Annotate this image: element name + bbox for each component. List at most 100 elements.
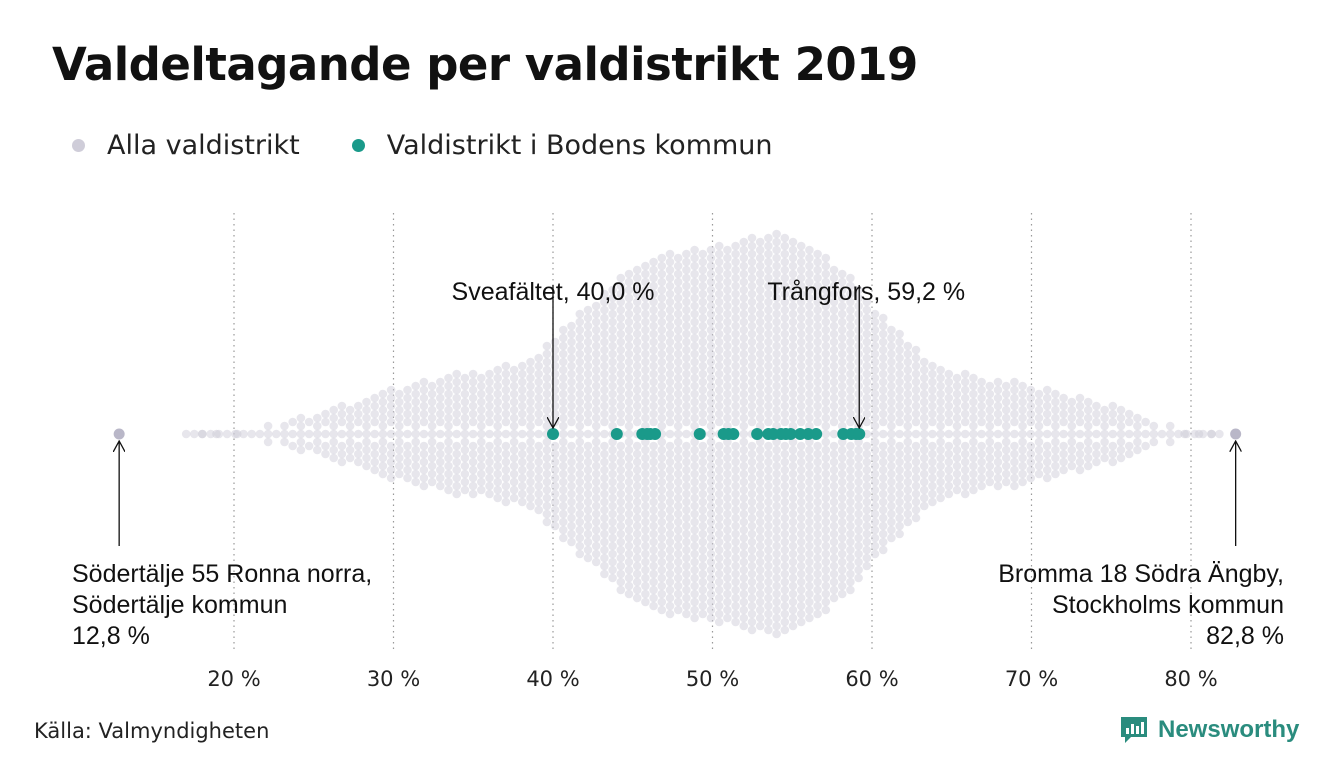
district-dot (993, 465, 1003, 475)
district-dot (788, 477, 798, 487)
district-dot (764, 569, 773, 579)
district-dot (698, 329, 708, 339)
district-dot (567, 337, 576, 347)
district-dot (952, 373, 962, 383)
district-dot (690, 373, 699, 383)
district-dot (419, 473, 429, 483)
district-dot (1083, 405, 1093, 415)
district-dot (591, 421, 601, 431)
district-dot (485, 409, 494, 419)
district-dot (723, 453, 732, 463)
district-dot (870, 501, 880, 511)
district-dot (837, 501, 847, 511)
district-dot (1018, 421, 1027, 431)
district-dot (673, 389, 683, 399)
district-dot (805, 357, 814, 367)
district-dot (673, 413, 683, 423)
district-dot (575, 469, 585, 479)
district-dot (641, 485, 650, 495)
district-dot (796, 465, 806, 475)
district-dot (575, 365, 585, 375)
district-dot (764, 257, 773, 267)
district-dot (591, 541, 601, 551)
district-dot (805, 325, 814, 335)
district-dot (772, 589, 781, 599)
district-dot (952, 429, 962, 439)
district-dot (764, 305, 773, 315)
district-dot (829, 537, 839, 547)
district-dot (673, 349, 683, 359)
district-dot (1083, 421, 1093, 431)
district-dot (862, 409, 872, 419)
district-dot (624, 325, 634, 335)
district-dot (764, 361, 773, 371)
district-dot (755, 357, 765, 367)
district-dot (600, 561, 609, 571)
district-dot (411, 421, 421, 431)
district-dot (583, 513, 593, 523)
district-dot (706, 293, 716, 303)
district-dot (796, 281, 806, 291)
district-dot (632, 529, 642, 539)
district-dot (788, 237, 798, 247)
district-dot (682, 313, 691, 323)
district-dot (796, 305, 806, 315)
district-dot (862, 497, 872, 507)
district-dot (788, 581, 798, 591)
district-dot (764, 585, 773, 595)
district-dot (755, 269, 765, 279)
district-dot (509, 397, 519, 407)
district-dot (821, 285, 831, 295)
district-dot (805, 381, 814, 391)
district-dot (575, 549, 585, 559)
district-dot (903, 453, 913, 463)
district-dot (477, 405, 486, 415)
district-dot (698, 281, 708, 291)
district-dot (493, 389, 503, 399)
district-dot (665, 297, 675, 307)
district-dot (739, 397, 749, 407)
district-dot (805, 461, 814, 471)
district-dot (788, 573, 798, 583)
district-dot (682, 569, 691, 579)
district-dot (829, 521, 839, 531)
district-dot (739, 381, 749, 391)
district-dot (780, 529, 790, 539)
district-dot (600, 369, 609, 379)
district-dot (403, 429, 412, 439)
district-dot (1100, 437, 1109, 447)
district-dot (362, 429, 371, 439)
x-tick-label: 80 % (1164, 667, 1217, 691)
district-dot (821, 293, 831, 303)
district-dot (698, 585, 708, 595)
district-dot (764, 521, 773, 531)
district-dot (723, 317, 732, 327)
district-dot (944, 489, 954, 499)
district-dot (690, 565, 699, 575)
district-dot (862, 441, 872, 451)
district-dot (731, 441, 740, 451)
district-dot (911, 393, 921, 403)
district-dot (698, 409, 708, 419)
district-dot (608, 469, 617, 479)
district-dot (657, 485, 667, 495)
district-dot (1051, 405, 1060, 415)
district-dot (698, 313, 708, 323)
district-dot (1001, 429, 1011, 439)
district-dot (878, 409, 888, 419)
district-dot (780, 305, 790, 315)
district-dot (706, 613, 716, 623)
district-dot (1059, 457, 1068, 467)
district-dot (714, 329, 724, 339)
district-dot (272, 429, 281, 439)
district-dot (747, 345, 757, 355)
district-dot (682, 609, 691, 619)
district-dot (600, 521, 609, 531)
district-dot (411, 429, 421, 439)
district-dot (575, 501, 585, 511)
district-dot (567, 457, 576, 467)
district-dot (772, 477, 781, 487)
district-dot (788, 389, 798, 399)
district-dot (788, 405, 798, 415)
district-dot (846, 321, 855, 331)
